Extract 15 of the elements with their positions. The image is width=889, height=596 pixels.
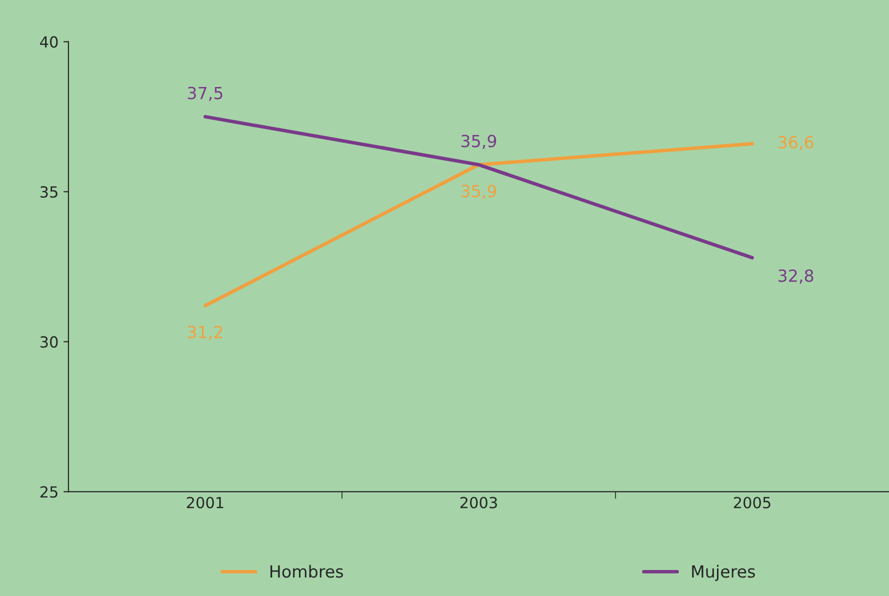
data-label: 31,2 [188, 326, 222, 340]
y-tick-label: 35 [40, 186, 58, 198]
legend-label: Mujeres [692, 564, 755, 581]
y-tick-label: 30 [40, 336, 58, 348]
data-label: 35,9 [461, 134, 496, 150]
x-tick-label: 2001 [186, 496, 224, 508]
data-label: 32,8 [778, 269, 814, 284]
legend-label: Hombres [270, 564, 343, 578]
data-label: 36,6 [778, 136, 814, 150]
y-tick-label: 25 [40, 486, 58, 498]
y-tick-label: 40 [40, 36, 58, 48]
x-tick-label: 2003 [460, 496, 497, 508]
data-label: 35,9 [461, 184, 496, 200]
data-label: 37,5 [188, 86, 222, 102]
x-tick-label: 2005 [734, 496, 770, 508]
